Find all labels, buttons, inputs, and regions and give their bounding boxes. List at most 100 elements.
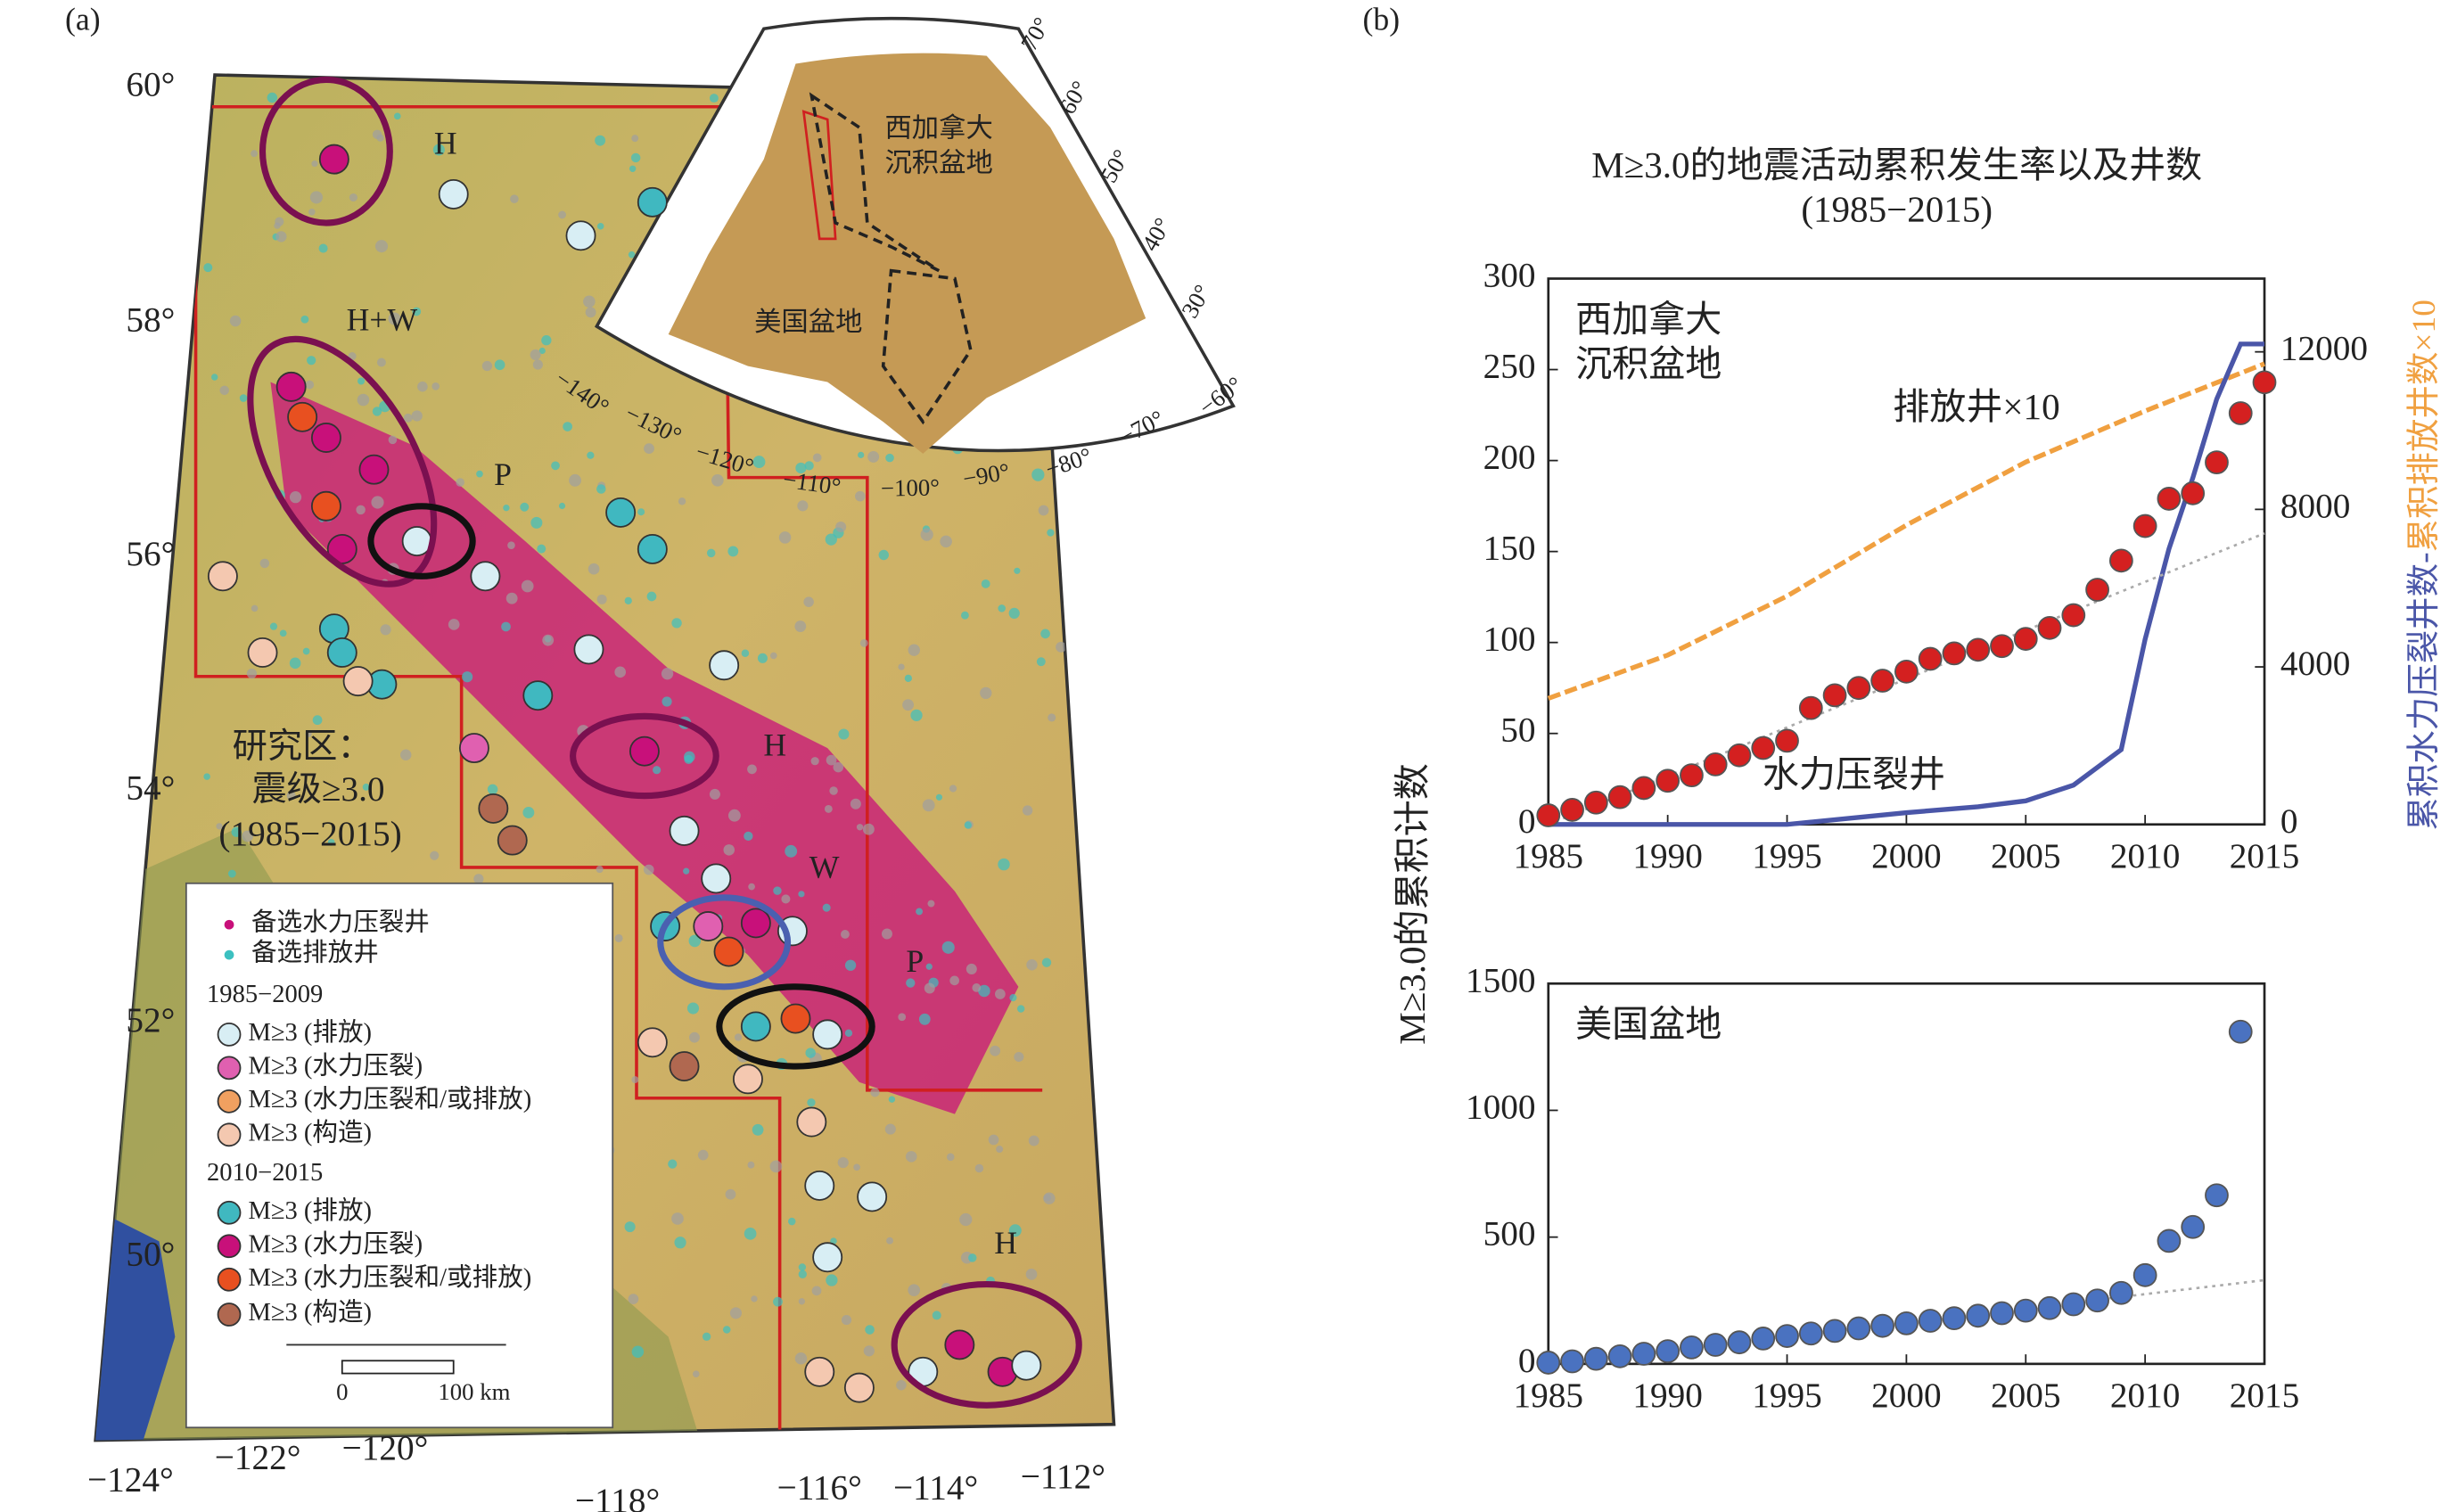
well-dot <box>671 618 682 629</box>
well-dot <box>362 783 370 791</box>
well-dot <box>231 826 242 837</box>
ocean <box>95 1209 176 1441</box>
well-dot <box>826 1274 838 1286</box>
scale-label: 100 km <box>438 1378 510 1405</box>
panel-label: (b) <box>1363 1 1401 37</box>
scale-bar <box>341 1360 455 1375</box>
well-dot <box>596 484 606 494</box>
well-dot <box>614 666 627 678</box>
legend-label: 备选排放井 <box>251 939 379 967</box>
legend-swatch <box>217 1267 242 1292</box>
well-dot <box>596 866 604 874</box>
well-dot <box>833 761 844 773</box>
well-dot <box>403 413 413 423</box>
well-dot <box>683 867 690 875</box>
well-dot <box>431 382 440 390</box>
x-tick-label: 2005 <box>1991 837 2061 875</box>
earthquake <box>275 371 307 402</box>
well-dot <box>1043 1194 1052 1202</box>
well-dot <box>411 410 423 422</box>
earthquake <box>342 666 374 697</box>
well-dot <box>935 793 943 801</box>
well-dot <box>844 959 857 971</box>
well-dot <box>905 1151 917 1163</box>
well-dot <box>1056 641 1067 653</box>
well-dot <box>203 773 210 780</box>
inset-label: 西加拿大 <box>884 112 992 143</box>
well-dot <box>941 941 955 954</box>
y-tick-label: 1500 <box>1466 961 1536 999</box>
well-dot <box>510 194 519 203</box>
data-point <box>1870 1313 1895 1338</box>
well-dot <box>990 1045 1001 1056</box>
earthquake <box>573 634 604 665</box>
well-dot <box>311 160 318 168</box>
well-dot <box>727 546 739 557</box>
data-point <box>2108 548 2133 573</box>
earthquake <box>310 490 341 522</box>
well-dot <box>785 844 798 858</box>
well-dot <box>918 1013 931 1025</box>
legend-label: M≥3 (水力压裂) <box>248 1051 423 1080</box>
data-point <box>2205 450 2229 475</box>
y-tick-label: 200 <box>1483 439 1536 477</box>
well-dot <box>822 903 831 912</box>
well-dot <box>412 307 422 316</box>
well-dot <box>312 715 323 726</box>
well-dot <box>752 1123 764 1136</box>
well-dot <box>855 490 866 502</box>
well-dot <box>795 462 807 474</box>
well-dot <box>773 886 782 895</box>
well-dot <box>569 473 581 487</box>
data-point <box>1966 637 1991 662</box>
well-dot <box>542 634 555 646</box>
earthquake <box>804 1170 835 1201</box>
data-point <box>1607 1344 1632 1368</box>
well-dot <box>448 619 460 630</box>
well-dot <box>251 604 259 612</box>
inset-label: 美国盆地 <box>754 307 862 337</box>
well-dot <box>279 629 287 637</box>
well-dot <box>494 359 505 371</box>
data-point <box>1703 752 1728 777</box>
well-dot <box>587 451 595 459</box>
well-dot <box>744 1227 757 1240</box>
earthquake <box>637 186 668 218</box>
well-dot <box>1022 805 1033 816</box>
well-dot <box>769 652 777 660</box>
well-dot <box>702 1332 711 1341</box>
inset-label: 沉积盆地 <box>884 148 992 178</box>
well-dot <box>804 461 814 471</box>
x-tick-label: 1985 <box>1514 1376 1583 1415</box>
x-tick-label: 2015 <box>2230 1376 2300 1415</box>
well-dot <box>583 295 596 308</box>
well-dot <box>966 963 977 974</box>
well-dot <box>940 535 952 548</box>
well-dot <box>357 393 370 407</box>
well-dot <box>797 500 809 512</box>
earthquake <box>497 825 528 856</box>
well-dot <box>723 844 735 856</box>
legend-swatch <box>217 1056 242 1081</box>
well-dot <box>688 934 702 948</box>
well-dot <box>870 1088 880 1097</box>
well-dot <box>781 894 791 904</box>
lat-tick-label: 60° <box>126 65 175 103</box>
legend-swatch <box>217 1200 242 1225</box>
legend-label: M≥3 (水力压裂) <box>248 1229 423 1258</box>
well-dot <box>653 766 662 775</box>
region-label: H <box>434 126 457 161</box>
earthquake <box>438 178 469 210</box>
well-dot <box>671 1212 684 1225</box>
well-dot <box>1025 1269 1038 1280</box>
well-dot <box>968 1253 977 1262</box>
legend-box <box>185 882 614 1429</box>
well-dot <box>267 92 278 103</box>
inset-basins <box>809 92 973 425</box>
x-tick-label: 2000 <box>1871 837 1942 875</box>
legend-swatch <box>217 1089 242 1113</box>
well-dot <box>430 850 440 860</box>
well-dot <box>309 191 323 204</box>
data-point <box>2013 1298 2038 1323</box>
data-point <box>1560 1349 1584 1374</box>
